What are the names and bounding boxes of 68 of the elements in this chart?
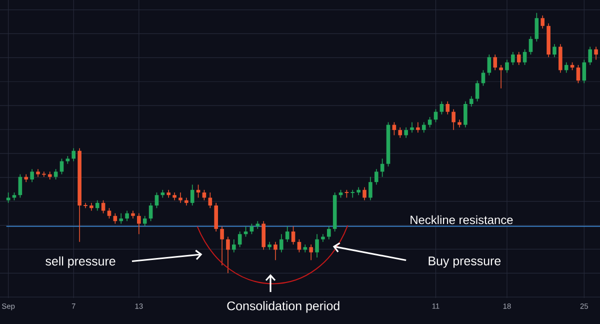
- candlestick: [374, 168, 378, 186]
- candlestick: [540, 15, 545, 29]
- candlestick: [446, 100, 450, 115]
- candlestick: [452, 108, 456, 130]
- candlestick: [125, 210, 129, 222]
- candlestick: [142, 216, 147, 227]
- candlestick: [594, 46, 598, 60]
- candlestick: [137, 212, 141, 235]
- candlestick: [280, 234, 284, 253]
- candlestick: [315, 234, 319, 258]
- candlestick: [178, 192, 182, 204]
- candlestick: [214, 202, 218, 232]
- candlestick: [309, 244, 313, 261]
- candlestick: [54, 168, 58, 180]
- candlestick: [582, 59, 586, 84]
- candlestick: [404, 127, 408, 138]
- candlestick: [505, 59, 509, 74]
- candlestick: [285, 226, 290, 242]
- candlestick: [262, 220, 266, 250]
- candlestick: [416, 122, 420, 134]
- candlestick: [516, 52, 521, 66]
- candlestick: [232, 238, 236, 253]
- candlestick: [274, 242, 278, 261]
- candlestick: [398, 127, 402, 138]
- candlestick: [428, 116, 432, 128]
- candlestick: [350, 189, 356, 198]
- candlestick: [119, 212, 124, 224]
- candlestick: [368, 176, 372, 201]
- candlestick: [18, 174, 22, 198]
- candlestick: [564, 62, 568, 74]
- candlestick: [576, 64, 580, 84]
- candlestick: [499, 64, 503, 89]
- candlestick: [464, 100, 468, 128]
- candlestick: [511, 52, 515, 66]
- candlestick: [291, 226, 296, 245]
- candlestick: [493, 54, 498, 71]
- candlestick: [422, 122, 426, 134]
- text: Consolidation period: [227, 301, 340, 313]
- candlestick: [220, 226, 224, 266]
- candlestick: [469, 96, 474, 107]
- candlestick: [226, 236, 230, 274]
- candlestick: [190, 184, 194, 206]
- annotation: Buy pressure: [428, 256, 501, 268]
- candlestick: [440, 100, 444, 115]
- candlestick: [410, 122, 414, 134]
- candlestick: [83, 202, 88, 208]
- candlestick: [30, 168, 34, 182]
- candlestick: [558, 44, 562, 74]
- candlestick: [362, 186, 366, 201]
- candlestick: [6, 192, 10, 204]
- candlestick: [528, 36, 533, 55]
- candlestick: [487, 54, 492, 76]
- candlestick: [326, 226, 331, 240]
- candlestick: [208, 192, 212, 208]
- candlestick: [588, 46, 592, 66]
- candlestick: [42, 171, 46, 178]
- candlestick: [154, 192, 159, 208]
- candlestick: [107, 208, 112, 219]
- candlestick: [72, 148, 76, 162]
- candlestick: [95, 200, 100, 212]
- candlestick: [148, 202, 153, 222]
- candlestick: [238, 231, 242, 248]
- annotation: sell pressure: [46, 256, 116, 268]
- candlestick: [522, 48, 527, 66]
- candlestick: [534, 12, 539, 42]
- ref-line-label: Neckline resistance: [410, 215, 513, 224]
- candlestick: [552, 44, 556, 58]
- candlestick: [475, 80, 480, 102]
